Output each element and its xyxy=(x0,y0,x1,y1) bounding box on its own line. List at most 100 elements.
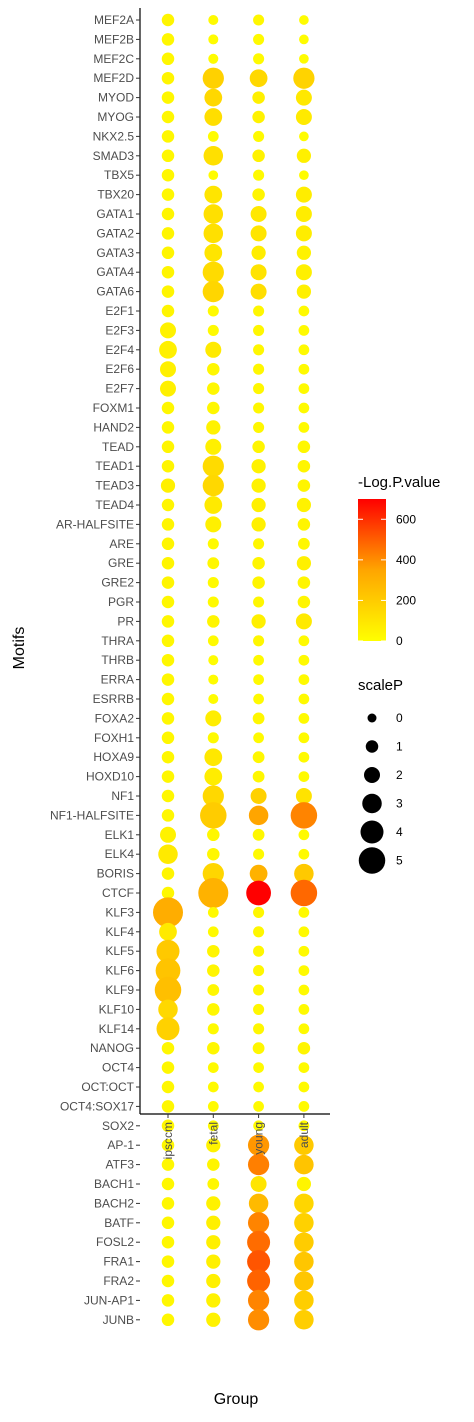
color-legend-tick-label: 400 xyxy=(396,553,416,567)
dot-foxm1-fetal xyxy=(207,401,220,415)
y-tick-label: ERRA xyxy=(101,673,134,687)
size-legend-items: 0 1 2 3 4 5 xyxy=(358,711,403,874)
dot-thra-young xyxy=(253,635,265,647)
y-tick-label: NANOG xyxy=(90,1041,134,1055)
y-tick-label: GRE xyxy=(108,556,134,570)
dot-sox2-ipsccm xyxy=(161,1119,175,1133)
dot-gata1-adult xyxy=(295,206,312,222)
y-tick-label: FRA1 xyxy=(103,1255,134,1269)
y-tick-label: FOXM1 xyxy=(93,401,135,415)
dot-mef2b-ipsccm xyxy=(161,33,175,46)
dot-oct-oct-fetal xyxy=(207,1081,219,1093)
dot-tead1-ipsccm xyxy=(161,459,175,473)
dot-tbx5-young xyxy=(253,169,265,181)
dot-bach1-young xyxy=(250,1176,267,1192)
y-tick-label: ELK4 xyxy=(105,847,135,861)
y-tick-label: BORIS xyxy=(97,867,134,881)
dot-fra1-ipsccm xyxy=(161,1255,175,1268)
dot-erra-fetal xyxy=(208,674,219,685)
dot-batf-fetal xyxy=(206,1215,221,1230)
y-tick-label: E2F1 xyxy=(105,304,134,318)
dot-smad3-ipsccm xyxy=(161,149,175,163)
color-legend: -Log.P.value 0 200 400 600 xyxy=(358,474,440,648)
dot-junb-ipsccm xyxy=(161,1313,175,1327)
dot-e2f6-adult xyxy=(298,363,310,375)
dot-sox2-adult xyxy=(298,1120,310,1132)
dot-tead4-ipsccm xyxy=(161,498,175,512)
dot-hand2-young xyxy=(253,421,265,433)
dot-elk4-young xyxy=(253,848,265,860)
y-tick-label: BACH2 xyxy=(94,1196,134,1210)
dot-e2f7-adult xyxy=(298,383,310,394)
dot-bach2-young xyxy=(248,1193,269,1214)
dot-gata2-fetal xyxy=(203,223,224,244)
dot-atf3-young xyxy=(247,1153,270,1176)
dot-gata3-fetal xyxy=(204,243,223,262)
dot-gata6-adult xyxy=(296,284,312,299)
size-legend-label: 2 xyxy=(396,768,403,782)
dot-oct-oct-adult xyxy=(298,1081,310,1093)
dot-gata3-adult xyxy=(296,245,312,260)
dot-ap-1-young xyxy=(247,1134,270,1156)
y-tick-label: GRE2 xyxy=(101,576,134,590)
color-legend-title: -Log.P.value xyxy=(358,474,440,491)
dot-myog-young xyxy=(252,110,265,124)
dot-oct4-sox17-young xyxy=(253,1101,264,1112)
dot-jun-ap1-fetal xyxy=(206,1293,221,1308)
dot-nanog-fetal xyxy=(207,1041,220,1055)
dot-mef2a-adult xyxy=(299,15,309,25)
dot-gre-ipsccm xyxy=(161,556,175,570)
y-tick-label: CTCF xyxy=(102,886,134,900)
y-tick-label: HAND2 xyxy=(93,420,134,434)
y-tick-label: OCT4:SOX17 xyxy=(60,1099,134,1113)
dot-fosl2-young xyxy=(247,1230,271,1254)
dot-foxh1-ipsccm xyxy=(161,731,175,745)
dot-marks xyxy=(153,13,318,1331)
dot-e2f3-adult xyxy=(298,325,310,336)
dot-fra2-fetal xyxy=(206,1273,221,1289)
dot-tead1-young xyxy=(251,459,266,474)
dot-ap-1-fetal xyxy=(206,1138,221,1153)
dot-myog-adult xyxy=(295,109,312,125)
size-legend-label: 0 xyxy=(396,711,403,725)
dot-mef2d-young xyxy=(249,69,268,88)
dot-smad3-fetal xyxy=(203,146,224,166)
dot-elk1-adult xyxy=(298,829,310,841)
dot-hoxa9-ipsccm xyxy=(161,750,175,764)
dot-erra-ipsccm xyxy=(161,673,175,686)
dot-e2f1-ipsccm xyxy=(161,304,175,318)
dot-tbx20-young xyxy=(252,188,265,201)
y-tick-label: FRA2 xyxy=(103,1274,134,1288)
dot-mef2b-adult xyxy=(299,34,309,45)
dot-e2f3-ipsccm xyxy=(160,322,176,339)
dot-nf1-adult xyxy=(295,788,312,804)
dot-gata4-young xyxy=(250,264,267,281)
dot-tead3-ipsccm xyxy=(160,478,176,493)
y-tick-label: TEAD3 xyxy=(95,479,134,493)
dot-mef2c-young xyxy=(253,53,265,65)
y-tick-label: KLF10 xyxy=(99,1002,135,1016)
dot-klf5-adult xyxy=(298,945,310,957)
y-tick-label: AR-HALFSITE xyxy=(56,517,134,531)
dot-klf6-fetal xyxy=(207,964,220,977)
dot-klf9-adult xyxy=(298,984,310,996)
size-legend-label: 3 xyxy=(396,797,403,811)
dot-e2f4-ipsccm xyxy=(159,340,177,359)
y-tick-label: E2F4 xyxy=(105,343,134,357)
dot-ctcf-young xyxy=(246,880,271,906)
dot-klf6-ipsccm xyxy=(155,958,181,983)
dot-boris-fetal xyxy=(202,862,224,885)
dot-myod-young xyxy=(252,91,265,104)
dot-nf1-halfsite-ipsccm xyxy=(161,809,175,822)
dot-tead1-adult xyxy=(297,459,311,473)
dot-tbx5-ipsccm xyxy=(161,168,175,182)
dot-foxa2-fetal xyxy=(205,710,222,727)
dot-tead-adult xyxy=(297,440,311,454)
x-axis-title: Group xyxy=(214,1391,259,1408)
dot-nf1-young xyxy=(250,788,267,804)
dot-klf5-fetal xyxy=(207,944,220,958)
dot-ar-halfsite-adult xyxy=(297,518,311,531)
dot-hoxa9-young xyxy=(252,751,265,764)
dot-foxh1-fetal xyxy=(207,732,219,744)
dot-gata1-young xyxy=(250,206,267,222)
